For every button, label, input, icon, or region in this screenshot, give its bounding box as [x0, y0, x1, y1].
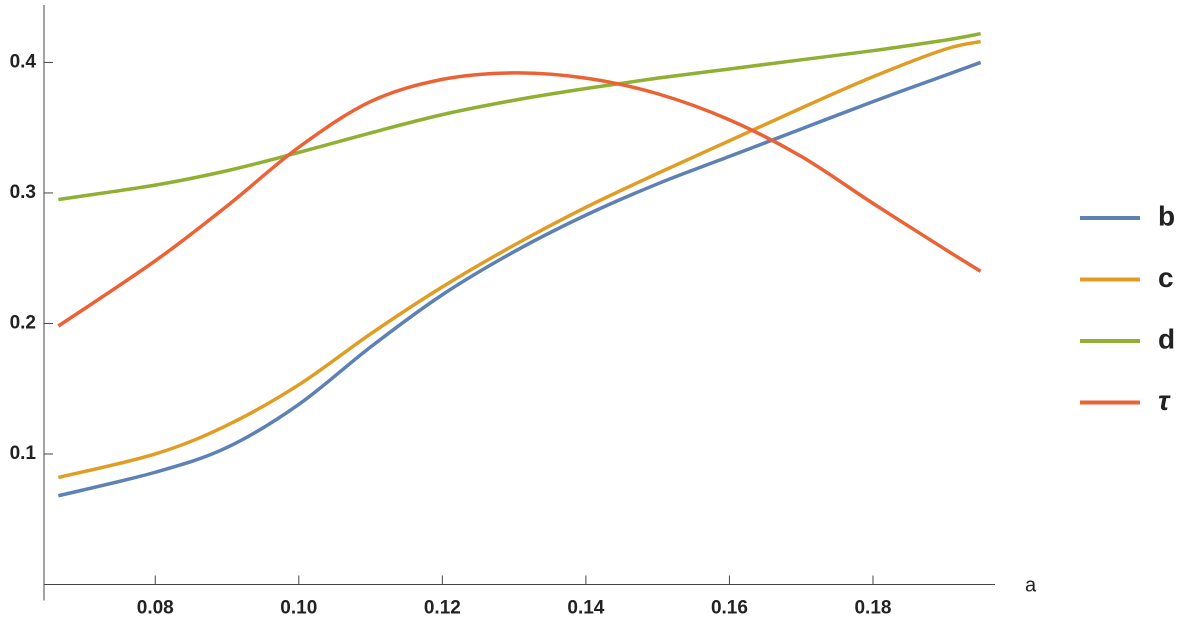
- y-tick-label: 0.4: [10, 51, 37, 72]
- x-axis-label: a: [1025, 574, 1037, 596]
- series-line: [58, 31, 981, 202]
- legend-label: c: [1158, 262, 1174, 293]
- x-tick-label: 0.16: [711, 598, 748, 619]
- x-tick-label: 0.12: [424, 598, 461, 619]
- y-tick-label: 0.1: [10, 443, 37, 464]
- y-tick-label: 0.3: [10, 182, 36, 203]
- x-tick-label: 0.10: [280, 598, 317, 619]
- series-line: [57, 71, 982, 328]
- x-tick-label: 0.14: [567, 598, 604, 619]
- legend-label: d: [1158, 323, 1175, 354]
- y-tick-label: 0.2: [10, 312, 36, 333]
- legend-label: b: [1158, 200, 1175, 231]
- legend-label: τ: [1158, 385, 1171, 416]
- x-tick-label: 0.18: [854, 598, 891, 619]
- series-line: [57, 39, 982, 480]
- x-tick-label: 0.08: [137, 598, 174, 619]
- series-line: [57, 60, 982, 498]
